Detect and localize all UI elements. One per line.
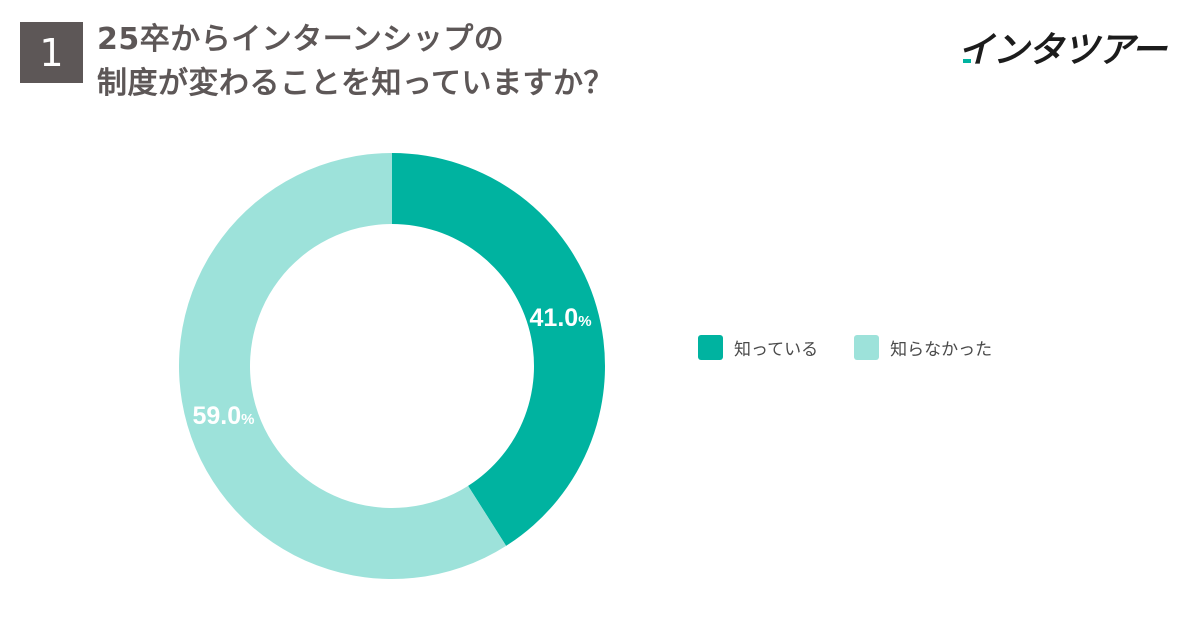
question-number: 1: [39, 30, 64, 75]
brand-logo: インタツアー: [958, 22, 1174, 72]
logo-accent-mark: [963, 59, 971, 63]
title-line-2: 制度が変わることを知っていますか？: [97, 66, 614, 101]
legend-label: 知っている: [734, 340, 819, 360]
donut-slice-1: [392, 153, 605, 546]
chart-legend: 知っている 知らなかった: [698, 335, 992, 360]
legend-item-1: 知っている: [698, 335, 818, 360]
legend-item-2: 知らなかった: [854, 335, 992, 360]
donut-slices: [178, 153, 605, 579]
donut-slice-2: [178, 153, 507, 579]
slice-value-label-1: 41.0%: [530, 304, 592, 332]
legend-swatch: [854, 335, 880, 360]
title-line-1: 25卒からインターンシップの: [97, 22, 505, 57]
chart-title: 25卒からインターンシップの 制度が変わることを知っていますか？: [97, 18, 717, 106]
donut-labels: 41.0% 59.0%: [192, 304, 591, 430]
legend-label: 知らなかった: [890, 340, 993, 360]
logo-text: インタツアー: [958, 30, 1167, 71]
legend-swatch: [698, 335, 723, 360]
question-number-badge: 1: [20, 22, 83, 83]
slice-value-label-2: 59.0%: [192, 402, 254, 430]
